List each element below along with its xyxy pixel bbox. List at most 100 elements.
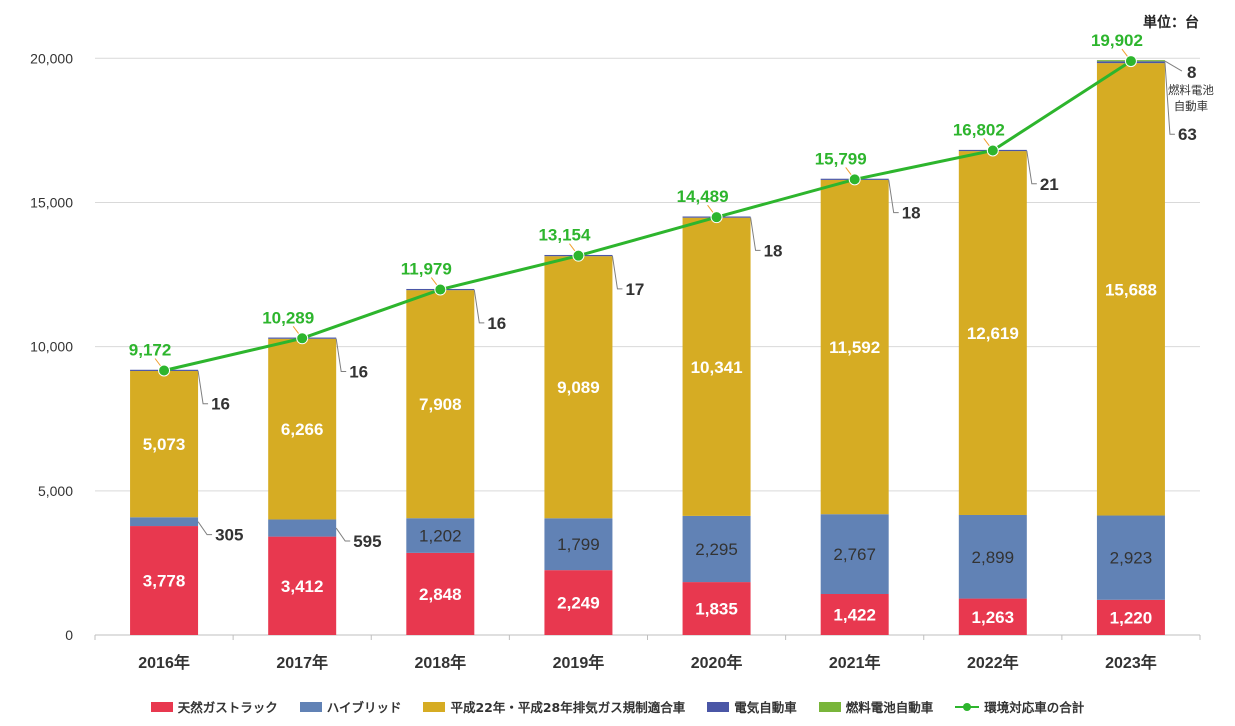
data-label: 12,619: [967, 324, 1019, 343]
data-label: 8: [1187, 63, 1196, 82]
unit-label: 単位：台: [1143, 15, 1199, 31]
data-label: 305: [215, 526, 243, 545]
leader-line: [888, 179, 899, 214]
bar-segment: [1096, 63, 1165, 516]
data-label: 1,220: [1110, 608, 1153, 627]
legend-item-emission-compliant: 平成22年・平成28年排気ガス規制適合車: [423, 697, 685, 716]
total-label: 9,172: [129, 341, 172, 360]
leader-line: [197, 370, 209, 405]
y-tick-label: 0: [65, 627, 73, 643]
legend-item-total: 環境対応車の合計: [955, 697, 1084, 716]
legend-label: 燃料電池自動車: [845, 700, 934, 715]
data-label: 17: [625, 280, 644, 299]
bar-segment: [820, 179, 889, 515]
total-label: 11,979: [401, 260, 452, 279]
legend-label: ハイブリッド: [326, 700, 402, 715]
bar-segment: [406, 290, 475, 519]
data-label: 2,249: [557, 594, 600, 613]
leader-line: [197, 521, 213, 536]
data-label: 7,908: [419, 395, 462, 414]
leader-line: [611, 255, 623, 290]
leader-line: [750, 217, 761, 251]
bar-segment: [820, 593, 889, 635]
x-tick-label: 2017年: [276, 653, 328, 672]
y-tick-label: 5,000: [38, 483, 73, 499]
total-point: [434, 283, 447, 296]
total-point: [1124, 55, 1137, 68]
legend-item-electric: 電気自動車: [707, 697, 797, 716]
bar-segment: [682, 582, 751, 635]
bar-segment: [682, 217, 751, 516]
data-label: 2,848: [419, 585, 462, 604]
data-label: 18: [902, 204, 921, 223]
x-tick-label: 2019年: [553, 653, 605, 672]
legend-label: 天然ガストラック: [177, 700, 278, 715]
leader-line: [335, 527, 351, 542]
bar-segment: [544, 518, 613, 571]
x-tick-label: 2021年: [829, 653, 881, 672]
data-label: 2,923: [1110, 549, 1153, 568]
bar-segment: [544, 570, 613, 635]
legend-label: 平成22年・平成28年排気ガス規制適合車: [450, 700, 686, 715]
data-label: 16: [349, 363, 368, 382]
legend-swatch: [707, 701, 730, 712]
bar-segment: [130, 526, 199, 635]
x-tick-label: 2023年: [1105, 653, 1157, 672]
bar-segment: [958, 598, 1027, 635]
data-label: 3,778: [143, 572, 186, 591]
total-line: [163, 59, 1132, 372]
data-label: 595: [353, 532, 381, 551]
annotation-label: 燃料電池: [1168, 83, 1214, 97]
x-tick-label: 2016年: [138, 653, 190, 672]
data-label: 1,799: [557, 535, 600, 554]
bar-segment: [958, 514, 1027, 599]
annotation-label: 自動車: [1174, 99, 1209, 113]
data-label: 1,263: [972, 608, 1015, 627]
bar-segment: [130, 370, 199, 518]
total-label: 13,154: [538, 226, 591, 245]
leader-line: [335, 338, 347, 373]
total-label: 10,289: [262, 308, 314, 327]
bar-segment: [268, 536, 337, 635]
data-label: 6,266: [281, 420, 324, 439]
bar-segment: [1096, 515, 1165, 600]
bar-segment: [130, 517, 199, 527]
y-tick-label: 20,000: [30, 50, 73, 66]
bar-segment: [1096, 599, 1165, 635]
y-tick-label: 15,000: [30, 194, 73, 210]
data-label: 2,899: [972, 548, 1015, 567]
data-label: 9,089: [557, 378, 600, 397]
total-point: [710, 211, 723, 224]
bar-segment: [682, 515, 751, 583]
data-label: 10,341: [691, 358, 743, 377]
data-label: 3,412: [281, 577, 324, 596]
bar-segment: [820, 514, 889, 594]
legend-line-swatch: [955, 702, 980, 712]
legend-item-hybrid: ハイブリッド: [299, 697, 402, 716]
total-point: [986, 144, 999, 157]
data-label: 16: [487, 314, 506, 333]
leader-line: [473, 289, 485, 324]
stacked-bar-chart: 0 5,000 10,000 15,000 20,000 2016年 2017年 2018年 2…: [30, 31, 1214, 672]
legend-label: 電気自動車: [734, 700, 797, 715]
leader-line: [1026, 150, 1037, 185]
data-label: 16: [211, 395, 230, 414]
legend-item-natural-gas-truck: 天然ガストラック: [150, 697, 278, 716]
legend-swatch: [423, 701, 446, 712]
data-label: 11,592: [829, 338, 880, 357]
data-label: 63: [1178, 125, 1197, 144]
legend-item-fuel-cell: 燃料電池自動車: [818, 697, 934, 716]
legend: 天然ガストラック ハイブリッド 平成22年・平成28年排気ガス規制適合車 電気自…: [0, 697, 1235, 716]
bar-segment: [268, 519, 337, 537]
x-tick-label: 2018年: [415, 653, 467, 672]
data-label: 5,073: [143, 435, 186, 454]
data-label: 18: [764, 241, 783, 260]
bar-segment: [268, 338, 337, 520]
leader-line: [1164, 60, 1183, 72]
total-label: 19,902: [1091, 31, 1143, 50]
data-label: 15,688: [1105, 280, 1157, 299]
data-label: 1,835: [695, 600, 738, 619]
data-label: 1,422: [833, 605, 876, 624]
legend-label: 環境対応車の合計: [984, 700, 1085, 715]
y-tick-label: 10,000: [30, 339, 73, 355]
